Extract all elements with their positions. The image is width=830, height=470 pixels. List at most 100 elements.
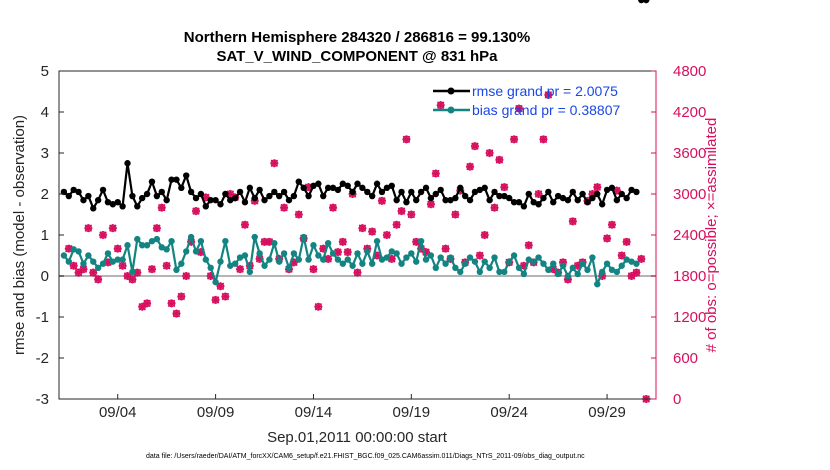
bias-point	[564, 272, 572, 280]
obs-assimilated-point	[294, 210, 303, 219]
bias-point	[251, 233, 258, 241]
rmse-point	[271, 188, 278, 196]
rmse-point	[212, 196, 219, 204]
bias-point	[476, 268, 484, 276]
bias-point	[178, 260, 185, 267]
bias-point	[124, 242, 131, 249]
rmse-point	[633, 188, 640, 196]
bias-point	[525, 256, 532, 263]
bias-point	[623, 256, 630, 263]
bias-point	[554, 270, 562, 278]
legend: rmse grand pr = 2.0075 bias grand pr = 0…	[433, 83, 620, 118]
rmse-point	[643, 0, 650, 4]
obs-assimilated-point	[201, 193, 210, 202]
obs-assimilated-point	[343, 248, 352, 257]
rmse-point	[603, 186, 611, 194]
bias-point	[246, 268, 254, 276]
bias-point	[520, 270, 528, 278]
obs-assimilated-point	[255, 254, 264, 263]
legend-item-rmse: rmse grand pr = 2.0075	[433, 83, 618, 99]
bias-point	[119, 256, 126, 263]
obs-assimilated-point	[622, 237, 631, 246]
obs-assimilated-point	[441, 244, 450, 253]
obs-assimilated-point	[167, 299, 176, 308]
obs-assimilated-point	[236, 265, 245, 274]
rmse-point	[373, 180, 381, 187]
rmse-point	[276, 192, 283, 200]
rmse-point	[393, 196, 400, 204]
obs-assimilated-point	[99, 231, 108, 239]
obs-assimilated-point	[157, 203, 166, 212]
obs-assimilated-point	[319, 244, 328, 253]
obs-assimilated-point	[637, 254, 646, 263]
bias-point	[329, 250, 337, 257]
x-tick-label: 09/29	[588, 404, 626, 421]
obs-assimilated-point	[113, 244, 122, 253]
bias-point	[442, 260, 449, 267]
bias-point	[261, 262, 268, 269]
rmse-point	[324, 184, 332, 192]
x-axis: 09/04 09/09 09/14 09/19 09/24 09/29	[99, 394, 626, 421]
obs-assimilated-point	[402, 135, 411, 144]
rmse-point	[457, 184, 464, 192]
rmse-point	[231, 194, 239, 202]
y-axis-label-right: # of obs: o=possible; ×=assimilated	[703, 118, 720, 353]
bias-point	[207, 264, 214, 271]
rmse-point	[368, 192, 376, 200]
right-tick-label: 3600	[673, 145, 706, 162]
obs-assimilated-point	[500, 183, 509, 192]
bias-point	[559, 262, 567, 269]
rmse-point	[349, 188, 356, 196]
obs-assimilated-point	[480, 231, 489, 239]
obs-assimilated-point	[211, 295, 220, 304]
bias-point	[461, 260, 469, 267]
obs-assimilated-point	[260, 237, 269, 246]
bias-point	[271, 240, 278, 247]
bias-point	[285, 264, 293, 271]
bias-point	[315, 252, 322, 259]
rmse-point	[510, 199, 518, 206]
rmse-point	[75, 188, 82, 196]
rmse-point	[344, 182, 351, 189]
obs-assimilated-point	[412, 237, 421, 246]
obs-assimilated-point	[240, 220, 249, 229]
rmse-point	[148, 178, 156, 185]
bias-point	[496, 268, 503, 276]
bias-point	[417, 237, 425, 245]
bias-point	[515, 264, 523, 271]
right-tick-label: 4200	[673, 104, 706, 121]
bias-point	[227, 262, 234, 269]
obs-assimilated-point	[387, 254, 396, 263]
rmse-point	[246, 184, 254, 192]
obs-assimilated-point	[373, 251, 382, 260]
obs-assimilated-point	[617, 251, 626, 260]
bias-point	[85, 252, 92, 259]
obs-assimilated-point	[162, 261, 171, 270]
obs-assimilated-point	[324, 254, 333, 263]
rmse-point	[280, 188, 288, 196]
rmse-point	[153, 192, 161, 200]
bias-point	[633, 260, 640, 267]
obs-assimilated-point	[426, 200, 435, 209]
obs-assimilated-point	[422, 248, 431, 257]
obs-assimilated-point	[196, 248, 205, 257]
legend-marker-bias	[447, 106, 455, 114]
rmse-point	[608, 184, 616, 192]
bias-point	[628, 258, 635, 265]
bias-point	[457, 268, 464, 276]
bias-point	[466, 254, 474, 261]
bias-point	[398, 260, 405, 267]
obs-assimilated-point	[534, 190, 543, 198]
bias-point	[447, 254, 454, 261]
bias-point	[187, 233, 195, 241]
rmse-point	[550, 199, 557, 206]
bias-point	[114, 256, 121, 263]
right-tick-label: 2400	[673, 227, 706, 244]
rmse-point	[422, 184, 430, 192]
rmse-point	[90, 205, 97, 212]
rmse-point	[378, 188, 386, 196]
bias-point	[197, 237, 205, 245]
bias-point	[579, 260, 586, 267]
plot-area	[58, 0, 657, 403]
